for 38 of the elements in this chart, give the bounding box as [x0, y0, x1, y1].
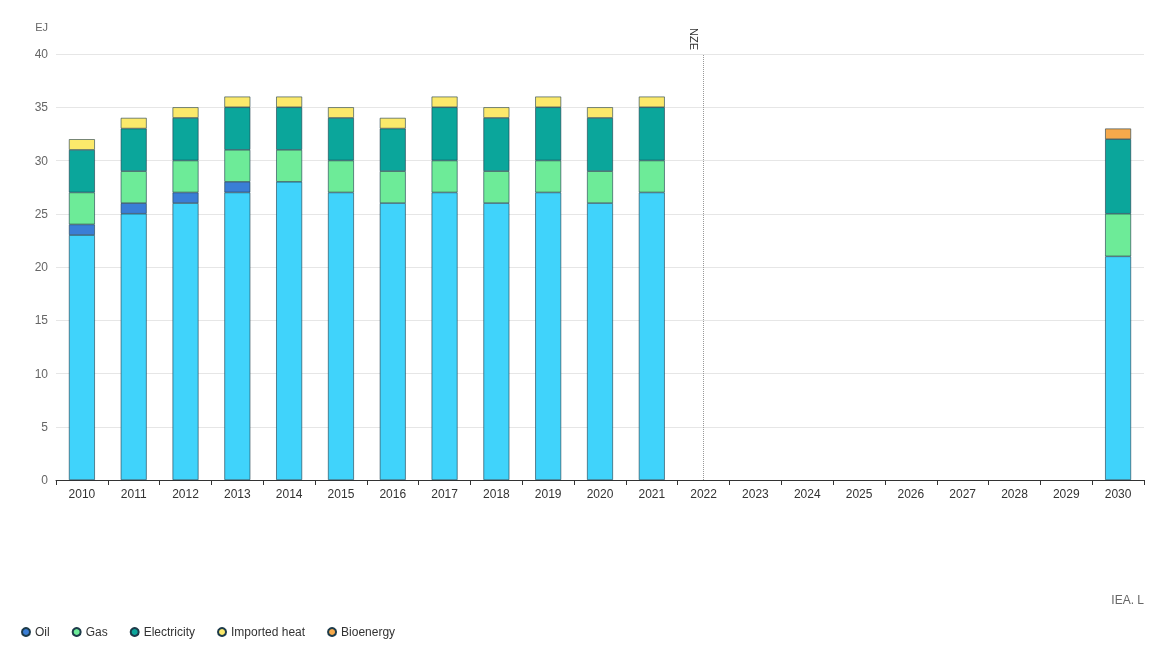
x-tick-label: 2023	[742, 487, 770, 501]
y-tick-label: 35	[34, 100, 49, 115]
x-tick-label: 2021	[638, 487, 666, 501]
ref-line-label: NZE	[688, 28, 701, 50]
x-tick-label: 2026	[897, 487, 925, 501]
x-tick-label: 2014	[275, 487, 303, 501]
y-tick-label: 20	[34, 260, 49, 274]
x-tick-label: 2030	[1104, 487, 1132, 501]
legend-label: Oil	[35, 625, 50, 639]
x-tick-label: 2019	[534, 487, 562, 501]
x-tick-label: 2012	[172, 487, 200, 501]
x-tick-label: 2016	[379, 487, 407, 501]
y-tick-label: 0	[41, 473, 49, 487]
legend-label: Bioenergy	[341, 625, 396, 639]
x-tick-label: 2029	[1052, 487, 1080, 501]
legend-label: Electricity	[143, 625, 196, 639]
y-tick-label: 25	[34, 206, 49, 221]
x-tick-label: 2015	[327, 487, 355, 501]
y-tick-label: 40	[34, 47, 49, 61]
x-tick-label: 2020	[586, 487, 614, 501]
y-tick-label: 10	[34, 366, 49, 381]
x-tick-label: 2011	[120, 487, 147, 501]
x-tick-label: 2024	[793, 487, 821, 501]
x-tick-label: 2027	[949, 487, 977, 501]
text: IEA. L	[1111, 593, 1145, 607]
legend-label: Imported heat	[231, 625, 306, 639]
x-tick-label: 2010	[68, 487, 96, 501]
x-tick-label: 2018	[483, 487, 511, 501]
x-tick-label: 2017	[431, 487, 459, 501]
x-tick-label: 2022	[690, 487, 718, 501]
x-tick-label: 2025	[845, 487, 873, 501]
y-tick-label: 5	[41, 419, 49, 434]
y-tick-label: 15	[34, 313, 49, 328]
x-tick-label: 2013	[223, 487, 251, 501]
x-tick-label: 2028	[1001, 487, 1029, 501]
legend-label: Gas	[85, 625, 108, 639]
y-tick-label: 30	[34, 153, 49, 168]
y-axis-title: EJ	[35, 20, 48, 33]
